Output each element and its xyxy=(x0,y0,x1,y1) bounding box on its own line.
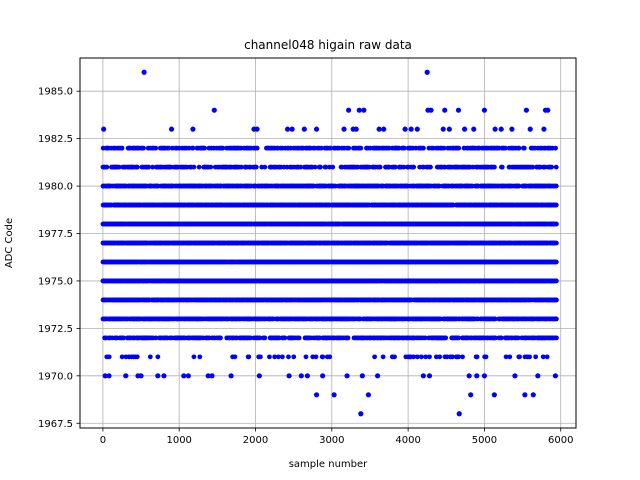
data-points xyxy=(100,69,559,417)
data-point xyxy=(345,335,351,341)
data-point xyxy=(191,164,197,170)
data-point xyxy=(492,164,497,170)
data-point xyxy=(553,202,559,208)
data-point xyxy=(553,164,559,170)
data-point xyxy=(202,145,208,151)
data-point xyxy=(282,335,288,341)
data-point xyxy=(443,335,449,341)
data-point xyxy=(377,164,383,170)
data-point xyxy=(554,278,559,284)
data-point xyxy=(134,164,140,170)
data-point xyxy=(208,164,214,170)
data-point xyxy=(119,145,125,151)
data-point xyxy=(318,164,323,170)
data-point xyxy=(411,164,417,170)
data-point xyxy=(141,145,146,151)
data-point xyxy=(153,145,159,151)
data-point xyxy=(254,145,260,151)
data-point xyxy=(262,164,268,170)
data-point xyxy=(554,297,559,303)
data-point xyxy=(554,221,559,227)
data-point xyxy=(549,164,555,170)
data-point xyxy=(104,164,110,170)
data-point xyxy=(499,164,505,170)
data-point xyxy=(553,259,559,265)
data-point xyxy=(262,335,268,341)
data-point xyxy=(553,240,559,246)
data-point xyxy=(554,316,559,322)
data-point xyxy=(218,335,223,341)
data-point xyxy=(330,164,336,170)
data-point xyxy=(428,164,433,170)
data-point xyxy=(553,183,559,189)
data-point xyxy=(253,164,259,170)
data-point xyxy=(554,335,559,341)
data-point xyxy=(196,164,202,170)
data-point xyxy=(296,335,302,341)
